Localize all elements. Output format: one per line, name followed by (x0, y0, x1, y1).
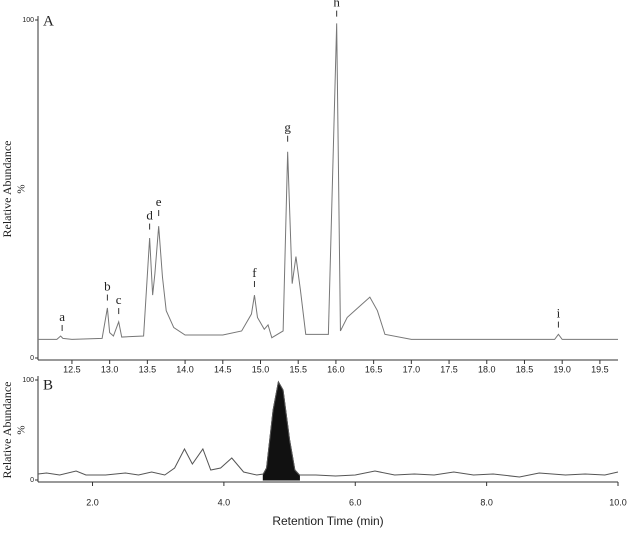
panel-label: A (43, 13, 54, 29)
x-tick-label: 2.0 (86, 497, 99, 507)
x-tick-label: 19.0 (553, 364, 571, 374)
x-tick-label: 10.0 (609, 497, 627, 507)
x-tick-label: 13.0 (101, 364, 119, 374)
x-tick-label: 13.5 (139, 364, 157, 374)
y-tick-label: 100 (22, 377, 34, 384)
peak-label: f (252, 265, 257, 280)
x-tick-label: 18.5 (516, 364, 534, 374)
y-axis-label: Relative Abundance (0, 382, 14, 479)
x-tick-label: 17.0 (403, 364, 421, 374)
x-tick-label: 16.5 (365, 364, 383, 374)
x-tick-label: 18.0 (478, 364, 496, 374)
y-tick-label: 0 (30, 477, 34, 484)
trace (37, 380, 619, 478)
peak-label: b (104, 279, 111, 294)
x-tick-label: 15.5 (289, 364, 307, 374)
peak-label: i (557, 306, 561, 321)
y-unit: % (16, 425, 28, 434)
y-tick-label: 0 (30, 355, 34, 362)
peak-label: h (333, 0, 340, 10)
peak-label: a (59, 309, 65, 324)
x-tick-label: 19.5 (591, 364, 609, 374)
peak-label: c (116, 292, 122, 307)
peak-label: e (156, 194, 162, 209)
trace (38, 23, 618, 340)
x-tick-label: 16.0 (327, 364, 345, 374)
x-axis-label: Retention Time (min) (272, 514, 383, 528)
x-tick-label: 12.5 (63, 364, 81, 374)
y-unit: % (16, 184, 28, 193)
x-tick-label: 15.0 (252, 364, 270, 374)
x-tick-label: 14.5 (214, 364, 232, 374)
x-tick-label: 14.0 (176, 364, 194, 374)
panel-label: B (43, 377, 53, 393)
x-tick-label: 8.0 (480, 497, 493, 507)
peak-label: g (284, 120, 291, 135)
y-axis-label: Relative Abundance (0, 141, 14, 238)
x-tick-label: 4.0 (218, 497, 231, 507)
peak-label: d (146, 208, 153, 223)
y-tick-label: 100 (22, 17, 34, 24)
x-tick-label: 17.5 (440, 364, 458, 374)
x-tick-label: 6.0 (349, 497, 362, 507)
